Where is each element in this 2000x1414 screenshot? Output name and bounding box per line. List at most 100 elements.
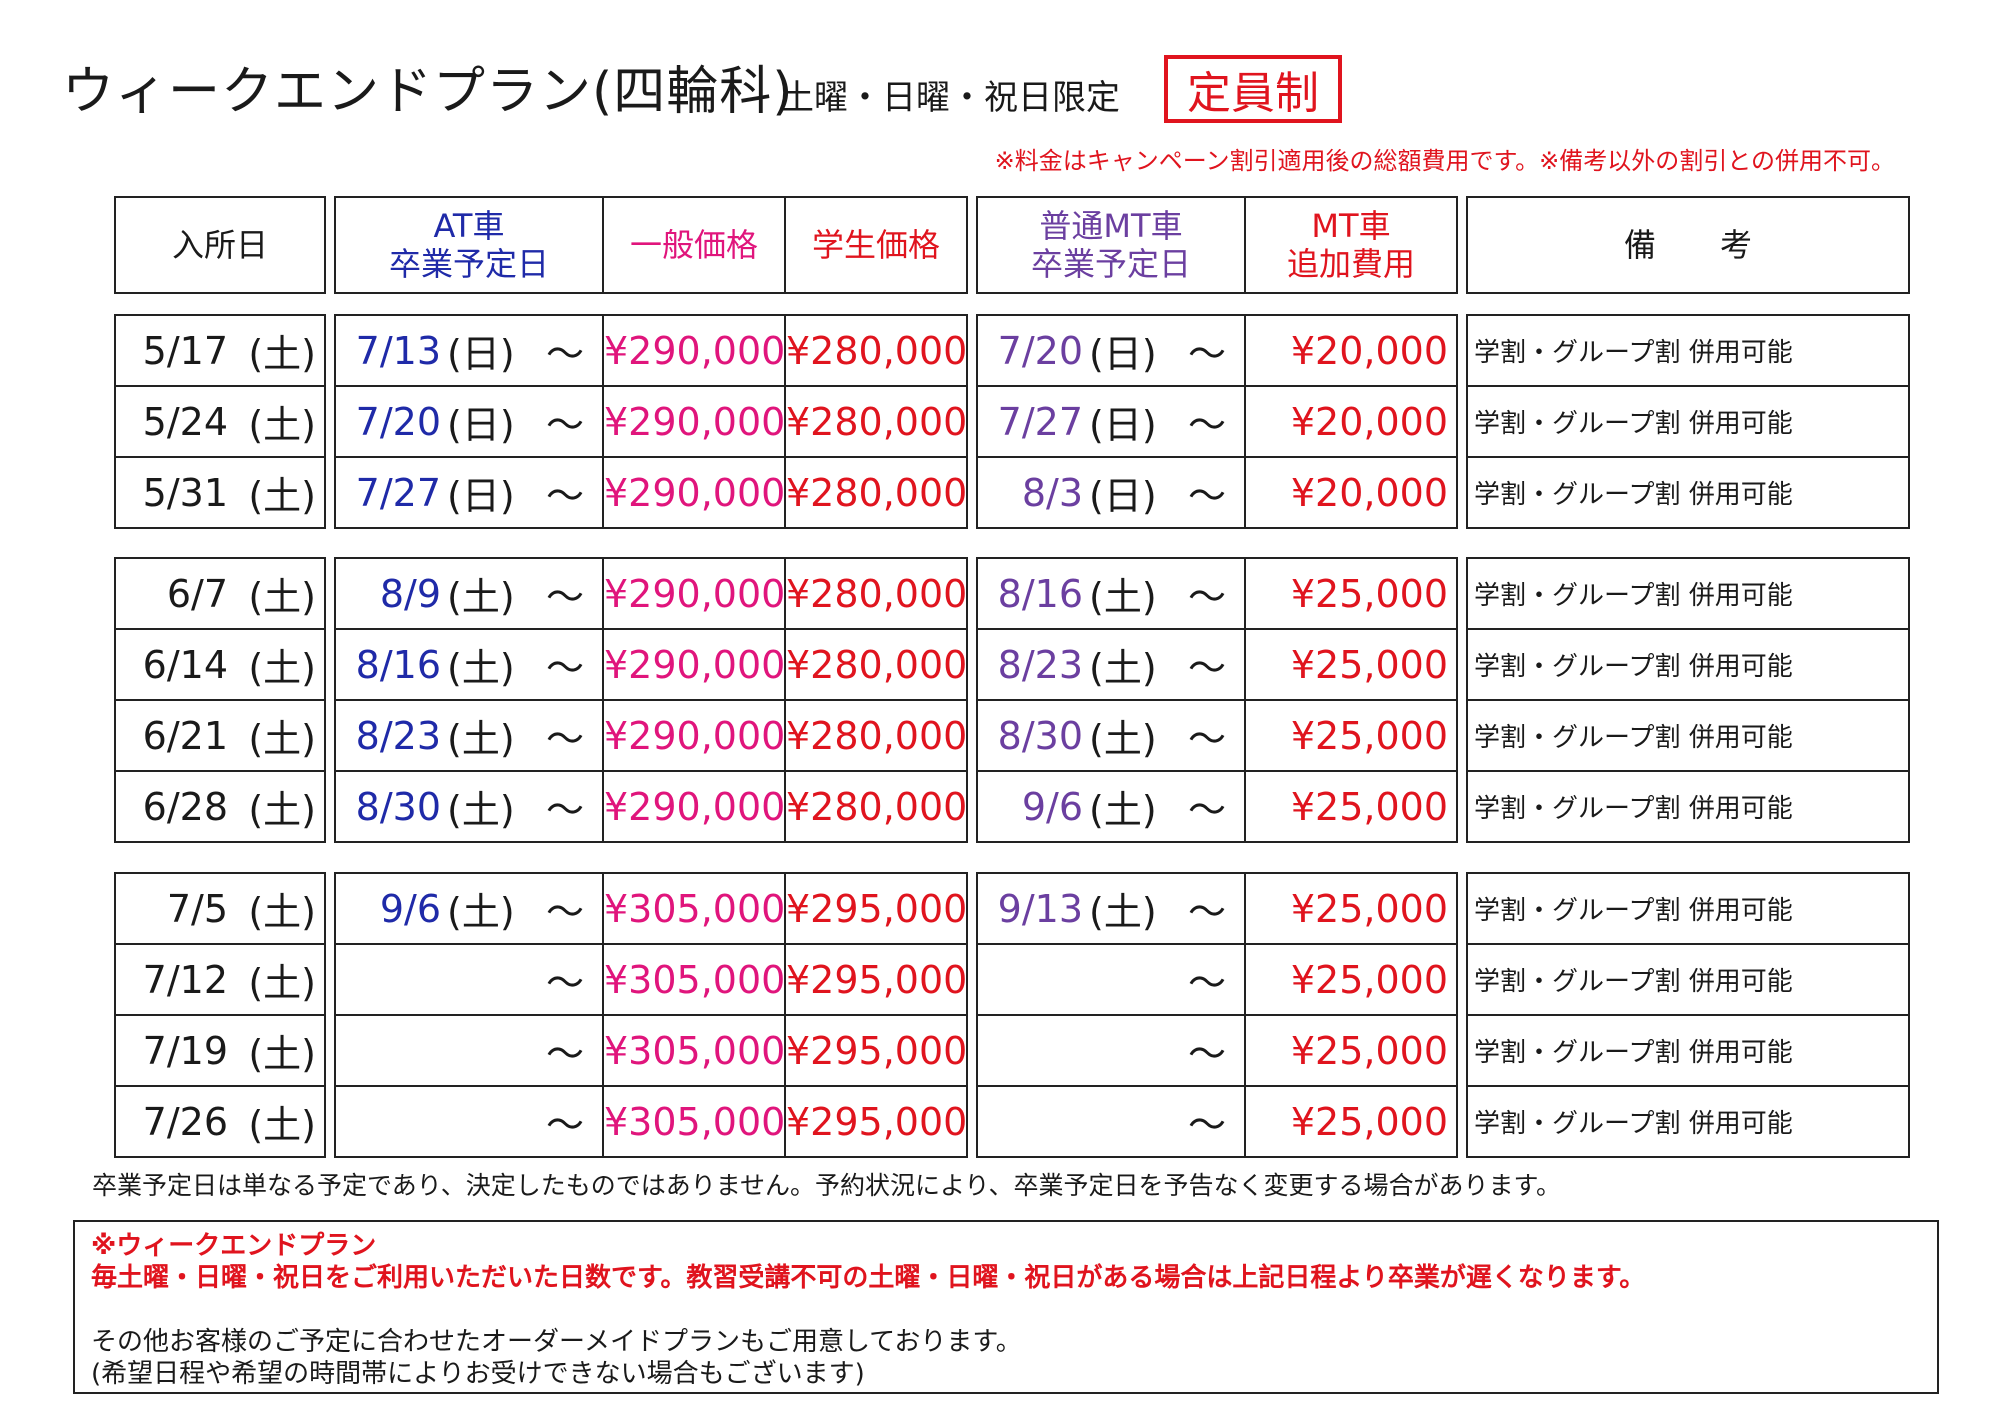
mt-date: 8/30 [997,713,1083,758]
schedule-group-june: 6/7 (土) 8/9 (土) ～ ¥290,000 ¥280,000 8/16 (土) ～ ¥25… [114,557,1910,843]
at-tilde: ～ [545,788,584,832]
mt-date: 8/23 [997,642,1083,687]
student-price: ¥280,000 [784,314,968,387]
header-remarks: 備 考 [1466,196,1910,294]
at-tilde: ～ [545,717,584,761]
entry-date: 7/12 [142,957,228,1002]
mt-tilde: ～ [1187,575,1226,619]
mt-dow: (土) [1089,646,1157,690]
remark: 学割・グループ割 併用可能 [1466,1085,1910,1158]
table-row: 6/7 (土) 8/9 (土) ～ ¥290,000 ¥280,000 8/16 (土) ～ ¥25… [114,557,1910,630]
mt-tilde: ～ [1187,788,1226,832]
entry-date-cell: 6/14 (土) [114,628,326,701]
at-dow: (土) [447,717,515,761]
entry-date: 6/28 [142,784,228,829]
schedule-group-july: 7/5 (土) 9/6 (土) ～ ¥305,000 ¥295,000 9/13 (土) ～ ¥25… [114,872,1910,1158]
mt-dow: (日) [1089,332,1157,376]
header-mt-fee: MT車 追加費用 [1244,196,1458,294]
entry-date-cell: 6/21 (土) [114,699,326,772]
entry-dow: (土) [248,788,316,832]
general-price: ¥305,000 [602,1085,786,1158]
mt-graduation-cell: 8/30 (土) ～ [976,699,1246,772]
at-tilde: ～ [545,646,584,690]
entry-date: 5/31 [142,470,228,515]
mt-graduation-cell: ～ [976,1085,1246,1158]
entry-dow: (土) [248,1103,316,1147]
entry-date-cell: 6/7 (土) [114,557,326,630]
at-tilde: ～ [545,1103,584,1147]
mt-tilde: ～ [1187,890,1226,934]
page-title: ウィークエンドプラン(四輪科) [62,62,794,122]
table-row: 5/31 (土) 7/27 (日) ～ ¥290,000 ¥280,000 8/3 (日) ～ ¥2… [114,456,1910,529]
mt-dow: (土) [1089,890,1157,934]
order-made-note: (希望日程や希望の時間帯によりお受けできない場合もございます) [91,1359,865,1389]
entry-date: 7/19 [142,1028,228,1073]
mt-date: 9/13 [997,886,1083,931]
remark: 学割・グループ割 併用可能 [1466,385,1910,458]
at-date: 7/20 [355,399,441,444]
at-graduation-cell: 8/16 (土) ～ [334,628,604,701]
mt-tilde: ～ [1187,961,1226,1005]
remark: 学割・グループ割 併用可能 [1466,1014,1910,1087]
remark: 学割・グループ割 併用可能 [1466,872,1910,945]
header-at-graduation: AT車 卒業予定日 [334,196,604,294]
at-tilde: ～ [545,575,584,619]
header-mt-graduation: 普通MT車 卒業予定日 [976,196,1246,294]
remark: 学割・グループ割 併用可能 [1466,628,1910,701]
at-date: 7/13 [355,328,441,373]
entry-dow: (土) [248,890,316,934]
mt-additional-fee: ¥20,000 [1244,314,1458,387]
mt-graduation-cell: 8/3 (日) ～ [976,456,1246,529]
mt-additional-fee: ¥20,000 [1244,385,1458,458]
mt-graduation-cell: ～ [976,1014,1246,1087]
page-subtitle: 土曜・日曜・祝日限定 [780,78,1120,118]
mt-date: 8/16 [997,571,1083,616]
mt-additional-fee: ¥25,000 [1244,1085,1458,1158]
remark: 学割・グループ割 併用可能 [1466,456,1910,529]
at-dow: (土) [447,890,515,934]
at-dow: (土) [447,575,515,619]
mt-date: 7/20 [997,328,1083,373]
student-price: ¥280,000 [784,699,968,772]
plan-notes-box: ※ウィークエンドプラン 毎土曜・日曜・祝日をご利用いただいた日数です。教習受講不… [73,1220,1939,1394]
table-row: 6/21 (土) 8/23 (土) ～ ¥290,000 ¥280,000 8/30 (土) ～ ¥… [114,699,1910,772]
mt-graduation-cell: 7/27 (日) ～ [976,385,1246,458]
order-made-text: その他お客様のご予定に合わせたオーダーメイドプランもご用意しております。 [91,1327,1022,1357]
mt-additional-fee: ¥25,000 [1244,1014,1458,1087]
mt-dow: (日) [1089,403,1157,447]
mt-additional-fee: ¥20,000 [1244,456,1458,529]
entry-dow: (土) [248,474,316,518]
mt-date: 9/6 [1021,784,1083,829]
at-dow: (日) [447,474,515,518]
general-price: ¥290,000 [602,557,786,630]
mt-dow: (土) [1089,575,1157,619]
at-graduation-cell: 8/30 (土) ～ [334,770,604,843]
mt-additional-fee: ¥25,000 [1244,943,1458,1016]
entry-date-cell: 7/19 (土) [114,1014,326,1087]
student-price: ¥280,000 [784,770,968,843]
price-note: ※料金はキャンペーン割引適用後の総額費用です。※備考以外の割引との併用不可。 [994,147,1895,175]
mt-additional-fee: ¥25,000 [1244,770,1458,843]
general-price: ¥305,000 [602,1014,786,1087]
mt-graduation-cell: 9/6 (土) ～ [976,770,1246,843]
entry-date: 6/14 [142,642,228,687]
entry-dow: (土) [248,961,316,1005]
general-price: ¥290,000 [602,770,786,843]
at-dow: (日) [447,403,515,447]
remark: 学割・グループ割 併用可能 [1466,770,1910,843]
schedule-group-may: 5/17 (土) 7/13 (日) ～ ¥290,000 ¥280,000 7/20 (日) ～ ¥… [114,314,1910,529]
header-entry-date: 入所日 [114,196,326,294]
student-price: ¥295,000 [784,1014,968,1087]
general-price: ¥305,000 [602,872,786,945]
mt-tilde: ～ [1187,403,1226,447]
mt-tilde: ～ [1187,474,1226,518]
mt-graduation-cell: 8/16 (土) ～ [976,557,1246,630]
at-date: 8/30 [355,784,441,829]
table-row: 7/5 (土) 9/6 (土) ～ ¥305,000 ¥295,000 9/13 (土) ～ ¥25… [114,872,1910,945]
at-tilde: ～ [545,890,584,934]
mt-tilde: ～ [1187,646,1226,690]
mt-tilde: ～ [1187,332,1226,376]
table-row: 7/26 (土) ～ ¥305,000 ¥295,000 ～ ¥25,000 学割・グループ割… [114,1085,1910,1158]
general-price: ¥290,000 [602,699,786,772]
general-price: ¥305,000 [602,943,786,1016]
